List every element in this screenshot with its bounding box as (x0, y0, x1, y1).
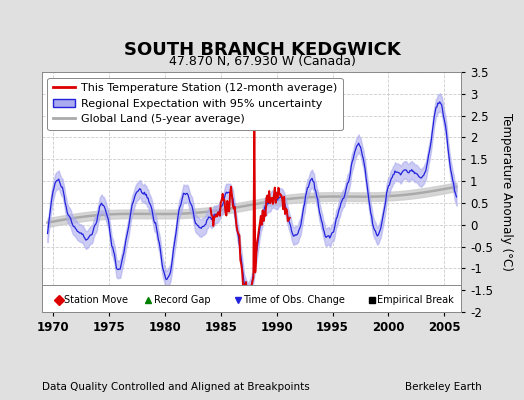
Text: SOUTH BRANCH KEDGWICK: SOUTH BRANCH KEDGWICK (124, 41, 400, 59)
Text: Empirical Break: Empirical Break (377, 295, 454, 305)
Text: Berkeley Earth: Berkeley Earth (406, 382, 482, 392)
Legend: This Temperature Station (12-month average), Regional Expectation with 95% uncer: This Temperature Station (12-month avera… (48, 78, 343, 130)
Text: 47.870 N, 67.930 W (Canada): 47.870 N, 67.930 W (Canada) (169, 56, 355, 68)
Y-axis label: Temperature Anomaly (°C): Temperature Anomaly (°C) (499, 113, 512, 271)
FancyBboxPatch shape (42, 285, 461, 312)
Text: Station Move: Station Move (64, 295, 128, 305)
Text: Time of Obs. Change: Time of Obs. Change (243, 295, 345, 305)
Text: Data Quality Controlled and Aligned at Breakpoints: Data Quality Controlled and Aligned at B… (42, 382, 310, 392)
Text: Record Gap: Record Gap (154, 295, 210, 305)
